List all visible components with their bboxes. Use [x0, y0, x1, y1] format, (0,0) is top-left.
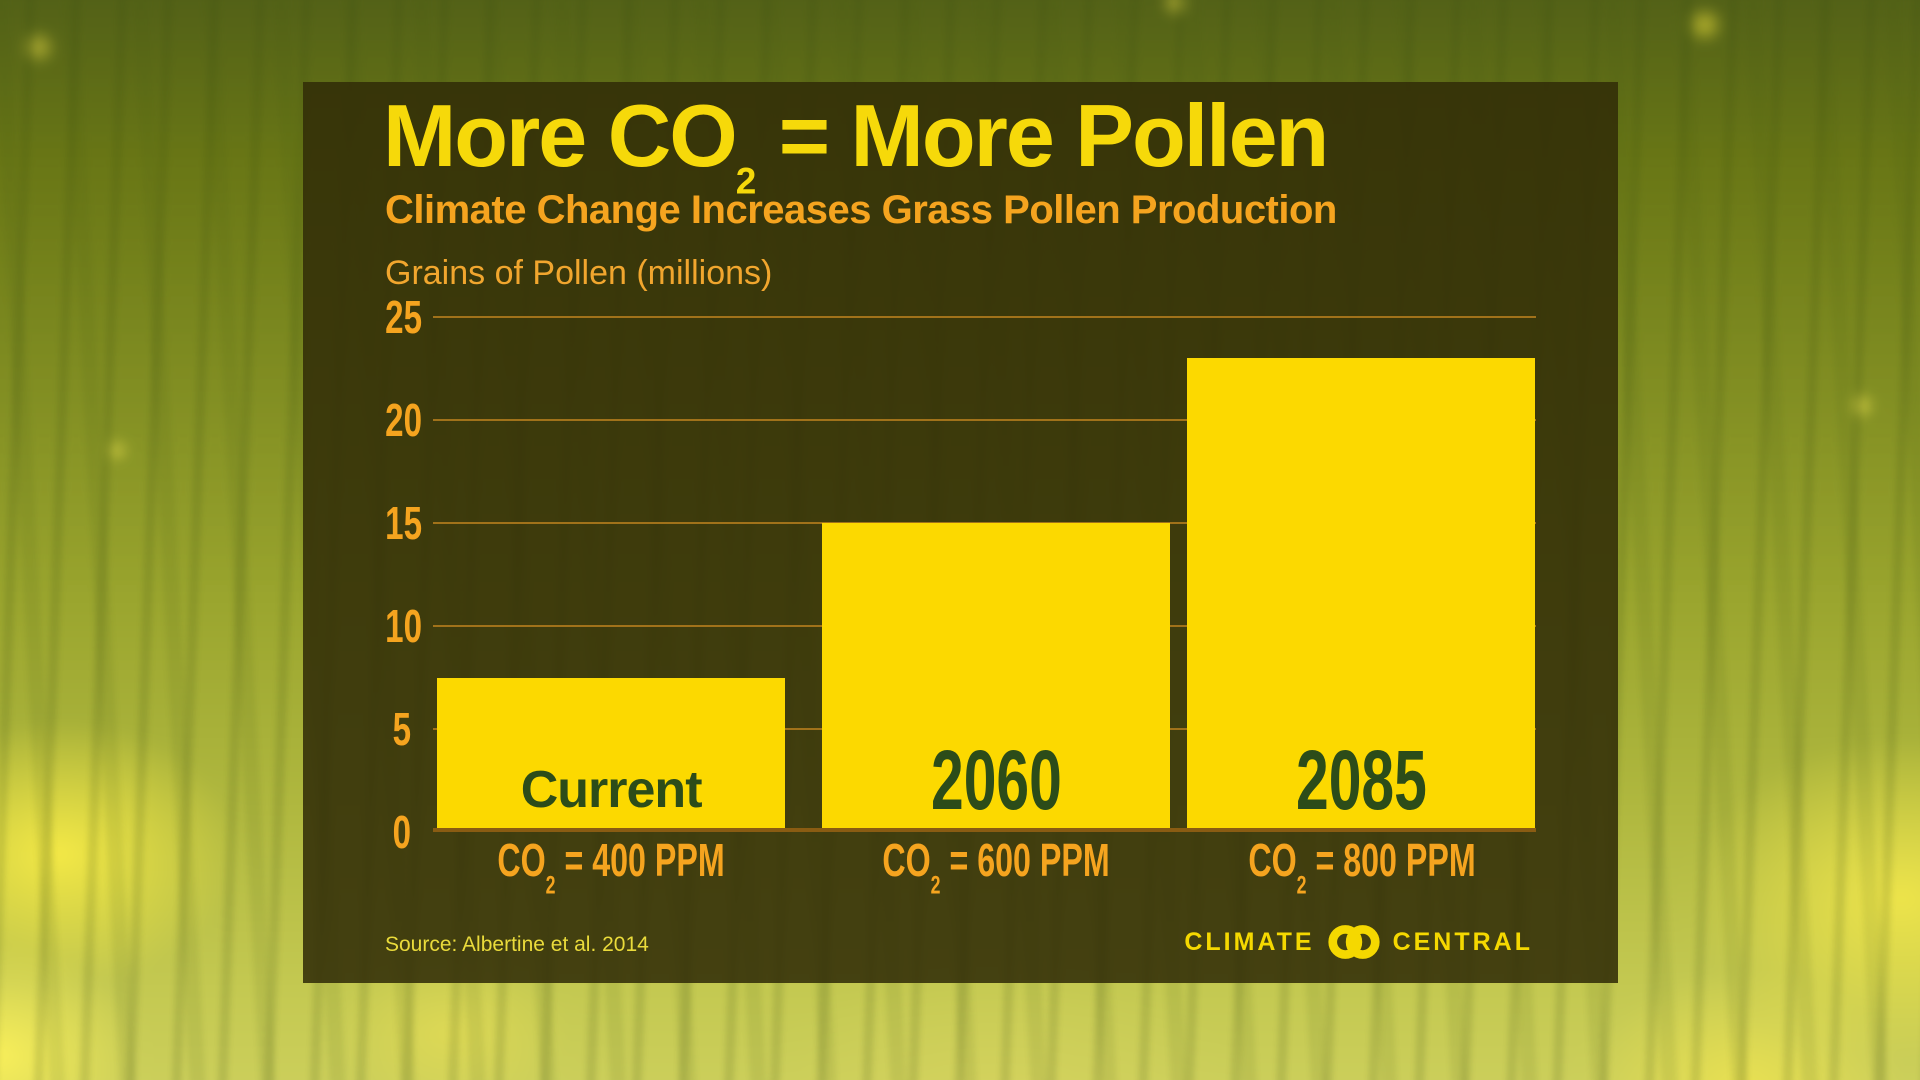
- co2-ppm-label-text: CO2 = 600 PPM: [881, 834, 1110, 900]
- y-axis-title: Grains of Pollen (millions): [385, 254, 773, 292]
- gridline-20: [433, 419, 1536, 421]
- climate-central-logo: CLIMATE CENTRAL: [1184, 923, 1533, 961]
- bar-current: Current: [437, 677, 785, 828]
- bar-label-text: 2060: [930, 733, 1062, 827]
- y-axis-tick-label: 25: [385, 291, 423, 343]
- chart-subtitle: Climate Change Increases Grass Pollen Pr…: [385, 188, 1337, 232]
- source-citation: Source: Albertine et al. 2014: [385, 933, 649, 956]
- co2-ppm-label-text: CO2 = 400 PPM: [496, 834, 725, 900]
- logo-text-central: CENTRAL: [1392, 928, 1533, 956]
- bar-label-text: Current: [520, 761, 703, 819]
- gridline-25: [433, 316, 1536, 318]
- y-axis-tick-20: 20: [378, 397, 426, 443]
- chart-title-suffix: = More Pollen: [756, 86, 1330, 185]
- bar-label-2060: 2060: [822, 738, 1169, 822]
- bar-chart-plot-area: 0 5 10 15 20 25 Current 2060 2085: [385, 294, 1536, 855]
- bar-label-current: Current: [437, 764, 784, 816]
- bar-label-text: 2085: [1295, 733, 1427, 827]
- y-axis-tick-label: 20: [385, 394, 423, 446]
- y-axis-tick-25: 25: [378, 294, 426, 340]
- y-axis-tick-label: 10: [385, 600, 423, 652]
- y-axis-tick-10: 10: [378, 603, 426, 649]
- bar-2085: 2085: [1187, 358, 1535, 828]
- infographic-panel: More CO2 = More Pollen Climate Change In…: [303, 82, 1618, 983]
- co2-ppm-label-2: CO2 = 600 PPM: [833, 834, 1158, 912]
- climate-central-rings-icon: [1327, 925, 1380, 959]
- x-axis-sublabels: CO2 = 400 PPM CO2 = 600 PPM CO2 = 800 PPM: [433, 834, 1536, 904]
- chart-title-subscript: 2: [735, 160, 757, 202]
- y-axis-tick-15: 15: [378, 500, 426, 546]
- x-axis-baseline: [433, 828, 1536, 832]
- bar-2060: 2060: [822, 523, 1170, 828]
- chart-title: More CO2 = More Pollen: [383, 86, 1330, 202]
- y-axis-tick-label: 0: [392, 806, 412, 858]
- bar-label-2085: 2085: [1187, 738, 1534, 822]
- y-axis-tick-label: 15: [385, 497, 423, 549]
- co2-ppm-label-3: CO2 = 800 PPM: [1199, 834, 1524, 912]
- logo-text-climate: CLIMATE: [1184, 928, 1315, 956]
- chart-title-prefix: More CO: [383, 86, 738, 185]
- y-axis-tick-label: 5: [392, 703, 412, 755]
- y-axis-tick-5: 5: [378, 706, 426, 752]
- co2-ppm-label-text: CO2 = 800 PPM: [1248, 834, 1476, 900]
- y-axis-tick-0: 0: [378, 809, 426, 855]
- co2-ppm-label-1: CO2 = 400 PPM: [448, 834, 773, 912]
